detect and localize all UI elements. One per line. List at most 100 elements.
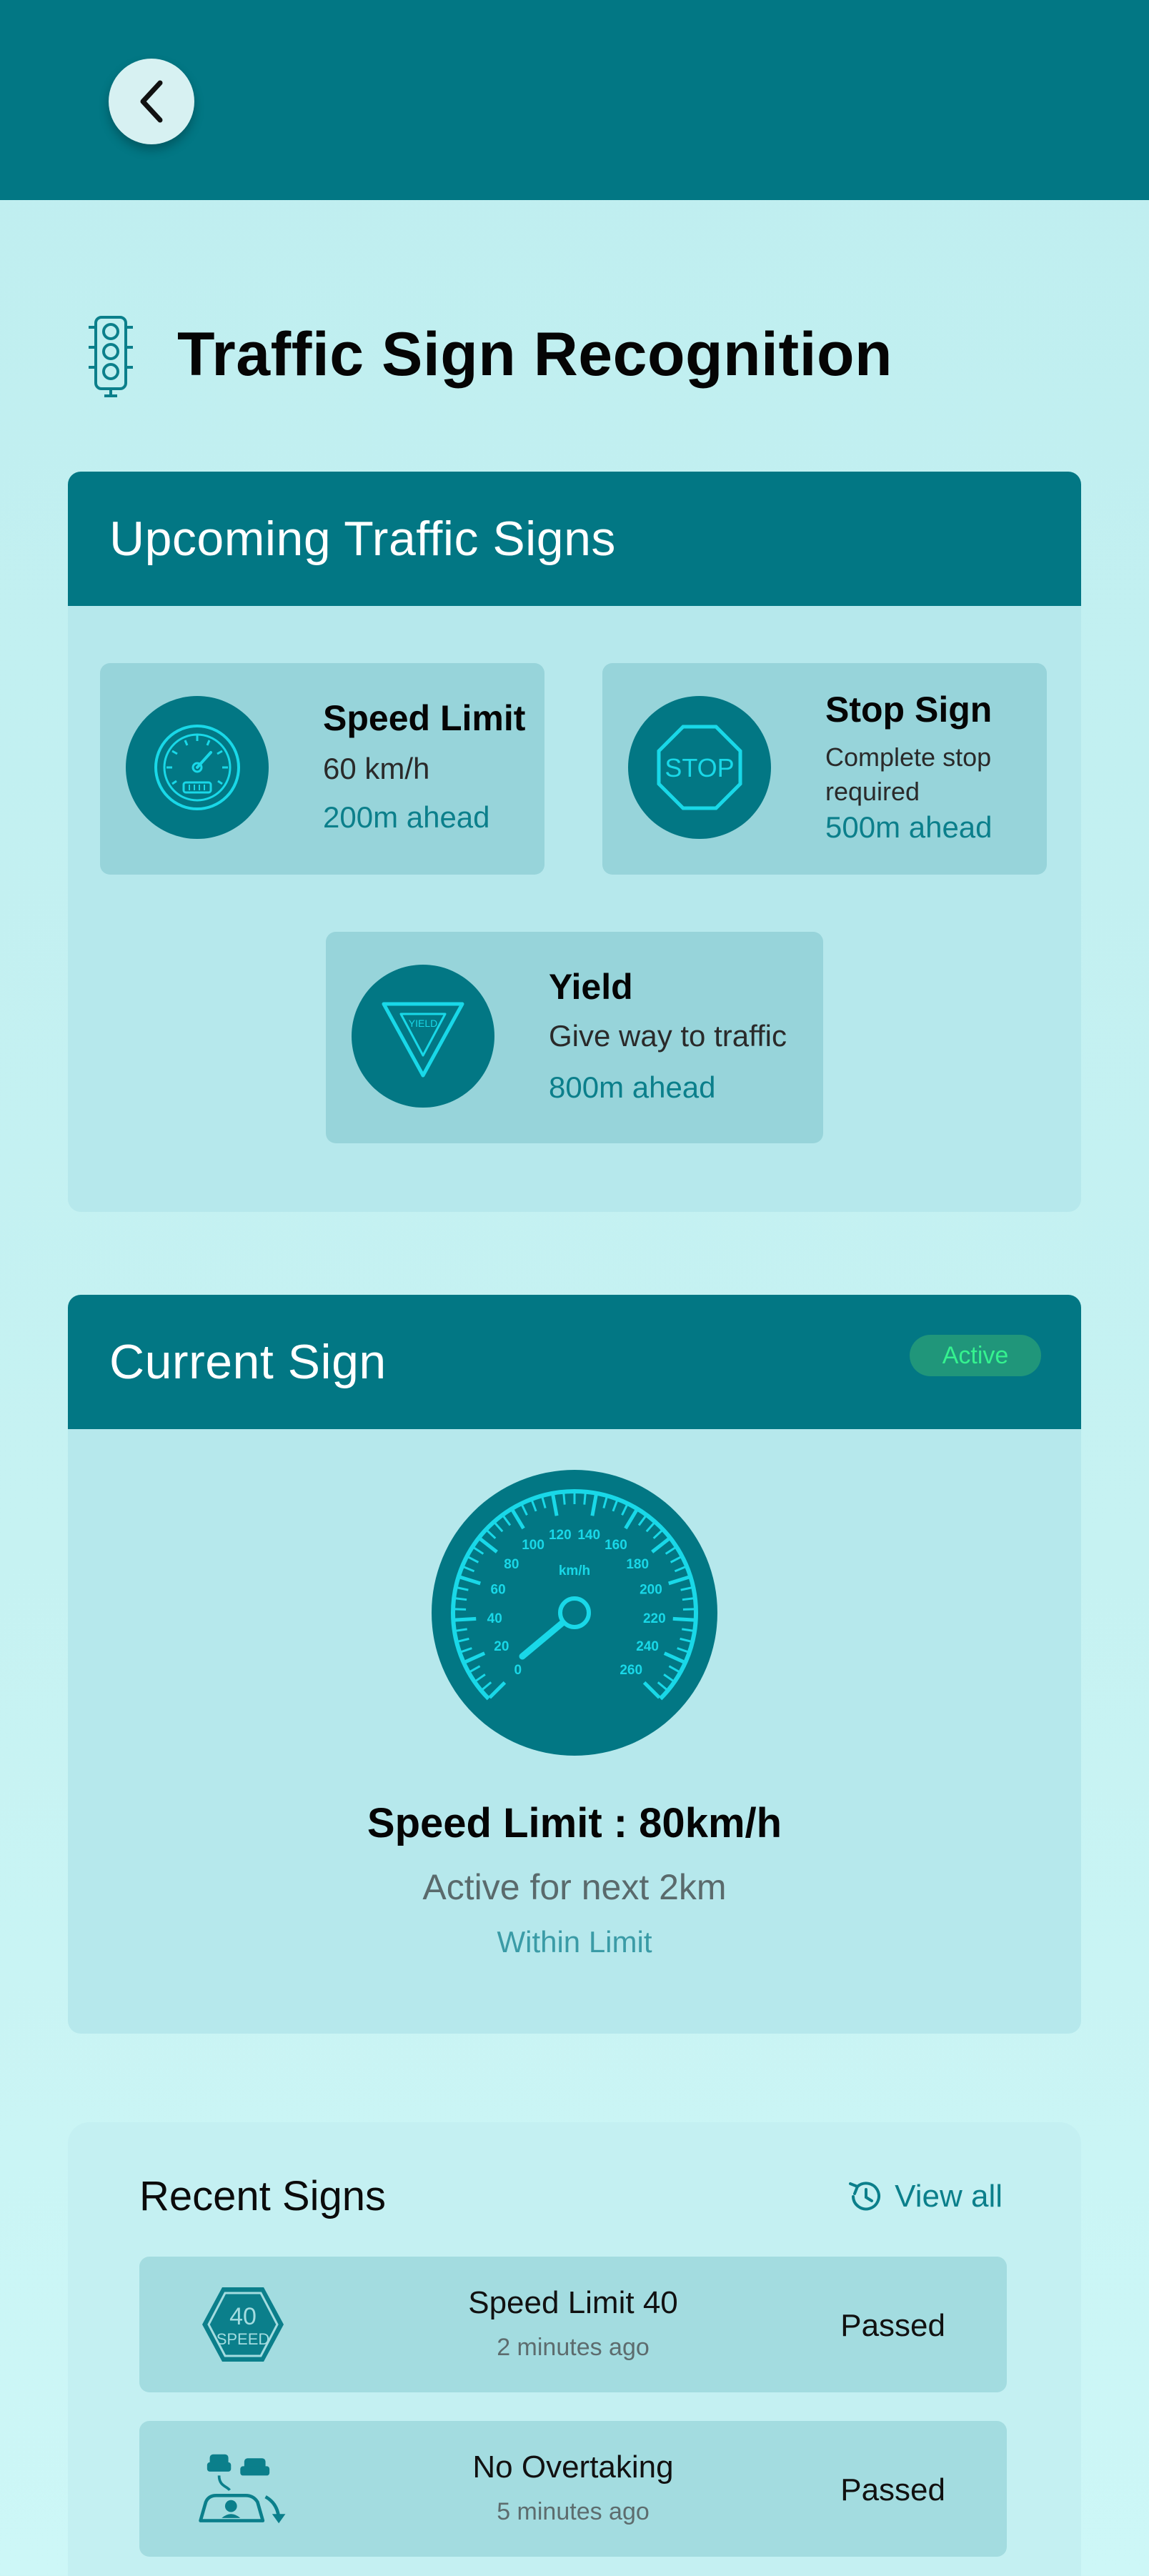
- gauge-minor-tick: [531, 1500, 537, 1512]
- speed-sign-number: 40: [229, 2303, 257, 2330]
- gauge-minor-tick: [652, 1529, 663, 1539]
- recent-sign-row[interactable]: No Overtaking 5 minutes ago Passed: [139, 2421, 1007, 2557]
- gauge-minor-tick: [502, 1515, 512, 1526]
- gauge-minor-tick: [682, 1628, 694, 1632]
- gauge-major-tick: [510, 1508, 525, 1530]
- gauge-major-tick: [551, 1494, 559, 1516]
- gauge-major-tick: [668, 1575, 690, 1586]
- yield-sign-text: YIELD: [409, 1018, 437, 1029]
- gauge-tick-label: 80: [504, 1557, 519, 1572]
- gauge-tick-label: 0: [514, 1663, 522, 1678]
- gauge-minor-tick: [677, 1647, 689, 1653]
- gauge-tick-label: 160: [605, 1538, 627, 1553]
- recent-signs-heading: Recent Signs: [139, 2173, 386, 2219]
- sign-description: Give way to traffic: [549, 1019, 787, 1053]
- gauge-minor-tick: [668, 1665, 680, 1673]
- gauge-minor-tick: [469, 1665, 481, 1673]
- gauge-minor-tick: [682, 1597, 694, 1601]
- sign-icon-circle: STOP: [628, 696, 771, 839]
- gauge-major-tick: [642, 1681, 661, 1699]
- upcoming-sign-stop[interactable]: STOP Stop Sign Complete stop required 50…: [602, 663, 1047, 875]
- gauge-minor-tick: [665, 1546, 676, 1555]
- current-sign-subtitle: Active for next 2km: [422, 1867, 727, 1907]
- gauge-minor-tick: [457, 1586, 469, 1591]
- gauge-minor-tick: [541, 1496, 547, 1508]
- current-sign-title: Speed Limit : 80km/h: [367, 1800, 782, 1846]
- gauge-hub: [558, 1596, 591, 1629]
- sign-icon-circle: [126, 696, 269, 839]
- gauge-minor-tick: [457, 1637, 469, 1643]
- current-sign-header: Current Sign Active: [68, 1295, 1081, 1429]
- sign-distance: 500m ahead: [825, 810, 993, 844]
- gauge-minor-tick: [521, 1504, 528, 1516]
- gauge-minor-tick: [680, 1586, 692, 1591]
- view-all-label: View all: [895, 2179, 1003, 2214]
- gauge-arc: [451, 1489, 698, 1701]
- upcoming-signs-heading: Upcoming Traffic Signs: [109, 512, 616, 566]
- gauge-major-tick: [672, 1616, 695, 1622]
- gauge-tick-label: 220: [643, 1611, 666, 1626]
- view-all-link[interactable]: View all: [846, 2177, 1003, 2217]
- gauge-minor-tick: [473, 1546, 484, 1555]
- gauge-major-tick: [651, 1537, 670, 1553]
- page-title-row: Traffic Sign Recognition: [86, 312, 892, 397]
- gauge-minor-tick: [481, 1681, 492, 1691]
- gauge-minor-tick: [455, 1597, 467, 1601]
- recent-signs-section: Recent Signs View all 40 SPEED Speed Lim…: [68, 2122, 1081, 2576]
- gauge-major-tick: [464, 1651, 486, 1664]
- gauge-minor-tick: [680, 1637, 692, 1643]
- upcoming-sign-speed-limit[interactable]: Speed Limit 60 km/h 200m ahead: [100, 663, 544, 875]
- gauge-tick-label: 40: [487, 1611, 502, 1626]
- sign-title: Yield: [549, 967, 633, 1007]
- gauge-minor-tick: [474, 1674, 486, 1682]
- recent-sign-time: 5 minutes ago: [497, 2498, 650, 2525]
- speed-gauge: 0 20 40 60 80 100 120 140 160 180 200 220 240 260 km/…: [431, 1469, 718, 1756]
- gauge-minor-tick: [621, 1504, 628, 1516]
- gauge-tick-label: 240: [636, 1639, 659, 1654]
- gauge-major-tick: [488, 1681, 507, 1699]
- gauge-minor-tick: [612, 1500, 618, 1512]
- no-overtaking-icon: [199, 2454, 286, 2524]
- gauge-major-tick: [479, 1537, 498, 1553]
- upcoming-sign-yield[interactable]: YIELD Yield Give way to traffic 800m ahe…: [326, 932, 823, 1143]
- traffic-light-icon: [89, 316, 133, 397]
- gauge-minor-tick: [460, 1647, 472, 1653]
- status-badge: Active: [910, 1335, 1041, 1376]
- gauge-minor-tick: [657, 1681, 668, 1691]
- upcoming-signs-header: Upcoming Traffic Signs: [68, 472, 1081, 606]
- page-title: Traffic Sign Recognition: [177, 319, 893, 389]
- gauge-tick-label: 180: [626, 1557, 649, 1572]
- chevron-left-icon: [140, 80, 163, 123]
- gauge-minor-tick: [494, 1522, 504, 1533]
- gauge-major-tick: [663, 1651, 685, 1664]
- recent-sign-row[interactable]: 40 SPEED Speed Limit 40 2 minutes ago Pa…: [139, 2257, 1007, 2392]
- gauge-minor-tick: [670, 1556, 682, 1563]
- back-button[interactable]: [109, 59, 194, 144]
- upcoming-signs-card: Upcoming Traffic Signs Speed Limit: [68, 472, 1081, 1212]
- yield-sign-icon: YIELD: [382, 1002, 464, 1078]
- gauge-tick-label: 100: [522, 1538, 544, 1553]
- recent-sign-title: Speed Limit 40: [468, 2285, 678, 2320]
- sign-title: Speed Limit: [323, 698, 526, 738]
- recent-sign-status: Passed: [840, 2308, 945, 2343]
- gauge-tick-label: 260: [620, 1663, 642, 1678]
- gauge-minor-tick: [463, 1566, 475, 1573]
- stop-sign-icon: STOP: [657, 725, 742, 810]
- current-sign-heading: Current Sign: [109, 1335, 387, 1389]
- gauge-minor-tick: [645, 1522, 655, 1533]
- gauge-tick-label: 60: [491, 1583, 506, 1598]
- sign-description: 60 km/h: [323, 752, 430, 785]
- history-icon: [849, 2182, 881, 2211]
- sign-icon-circle: YIELD: [352, 965, 494, 1108]
- sign-description: Complete stop required: [825, 742, 992, 806]
- gauge-minor-tick: [637, 1515, 647, 1526]
- gauge-tick-label: 140: [577, 1528, 600, 1543]
- gauge-minor-tick: [663, 1674, 675, 1682]
- gauge-minor-tick: [467, 1556, 479, 1563]
- gauge-major-tick: [454, 1616, 477, 1622]
- speed-40-sign-icon: 40 SPEED: [202, 2287, 284, 2362]
- stop-sign-text: STOP: [665, 753, 734, 782]
- current-sign-status: Within Limit: [497, 1925, 652, 1959]
- current-sign-card: Current Sign Active 0 20 40 60 80 100 120 140 16…: [68, 1295, 1081, 2034]
- speedometer-icon: [154, 725, 240, 810]
